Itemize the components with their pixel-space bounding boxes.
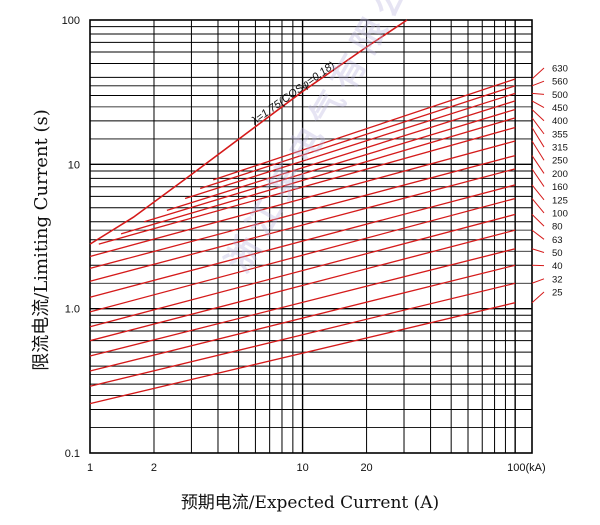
leader-line [531,229,545,240]
curve-label: 25 [552,288,563,299]
curve-label: 200 [552,169,568,180]
y-tick-label: 1.0 [65,304,80,316]
leader-line [531,80,545,87]
series-line [89,197,516,313]
series-line [144,108,516,223]
y-tick-label: 0.1 [65,448,80,460]
x-tick-label: 10 [296,462,308,474]
leader-line [531,109,545,122]
x-tick-label: 20 [360,462,372,474]
series-line [98,126,516,245]
series-line [89,302,516,405]
curve-label: 500 [552,90,568,101]
curve-label: 32 [552,274,563,285]
envelope-line [89,19,408,245]
curve-label: 315 [552,143,568,154]
series-line [213,78,516,181]
curve-label: 160 [552,182,568,193]
series-line [120,117,516,235]
leader-line [531,291,545,304]
curve-label: 63 [552,235,563,246]
curve-label: 450 [552,103,568,114]
curve-label: 100 [552,208,568,219]
series-line [89,282,516,387]
leader-line [531,100,545,108]
curve-label: 630 [552,64,568,75]
x-tick-label: 2 [151,462,157,474]
curve-label: 400 [552,116,568,127]
y-tick-label: 10 [68,159,80,171]
leader-line [531,117,545,135]
plot-frame [89,19,533,454]
series-line [89,154,516,270]
y-tick-label: 100 [62,15,80,27]
series-line [89,248,516,357]
series-line [200,85,516,190]
leader-line [531,248,545,253]
curve-label: 250 [552,156,568,167]
series-line [89,264,516,372]
series-line [89,229,516,342]
leader-line [531,127,545,148]
tick-labels: 1 2 10 20 100(kA) 0.1 1.0 10 100 [62,15,546,474]
leader-line [531,214,545,227]
leader-line [531,155,545,174]
y-axis-label: 限流电流/Limiting Current (s) [31,109,52,371]
x-tick-label: 1 [87,462,93,474]
leader-line [531,168,545,187]
curve-label: 80 [552,222,563,233]
series-line [184,92,516,200]
leader-line [531,67,545,80]
curve-label: 560 [552,77,568,88]
leader-line [531,198,545,214]
curve-labels: 25 32 40 50 63 80 100 125 160 200 250 315 355 400 450 5… [531,64,568,304]
leader-line [531,278,545,284]
series-line [89,140,516,258]
curve-label: 40 [552,261,563,272]
curve-label: 50 [552,248,563,259]
curve-label: 125 [552,195,568,206]
series-line [89,184,516,298]
series-line [89,213,516,328]
x-tick-label: 100(kA) [507,462,546,474]
leader-line [531,140,545,161]
series-line [89,168,516,282]
leader-line [531,184,545,201]
x-axis-label: 预期电流/Expected Current (A) [180,493,440,513]
series-line [166,100,516,211]
leader-line [531,92,545,95]
curve-label: 355 [552,129,568,140]
